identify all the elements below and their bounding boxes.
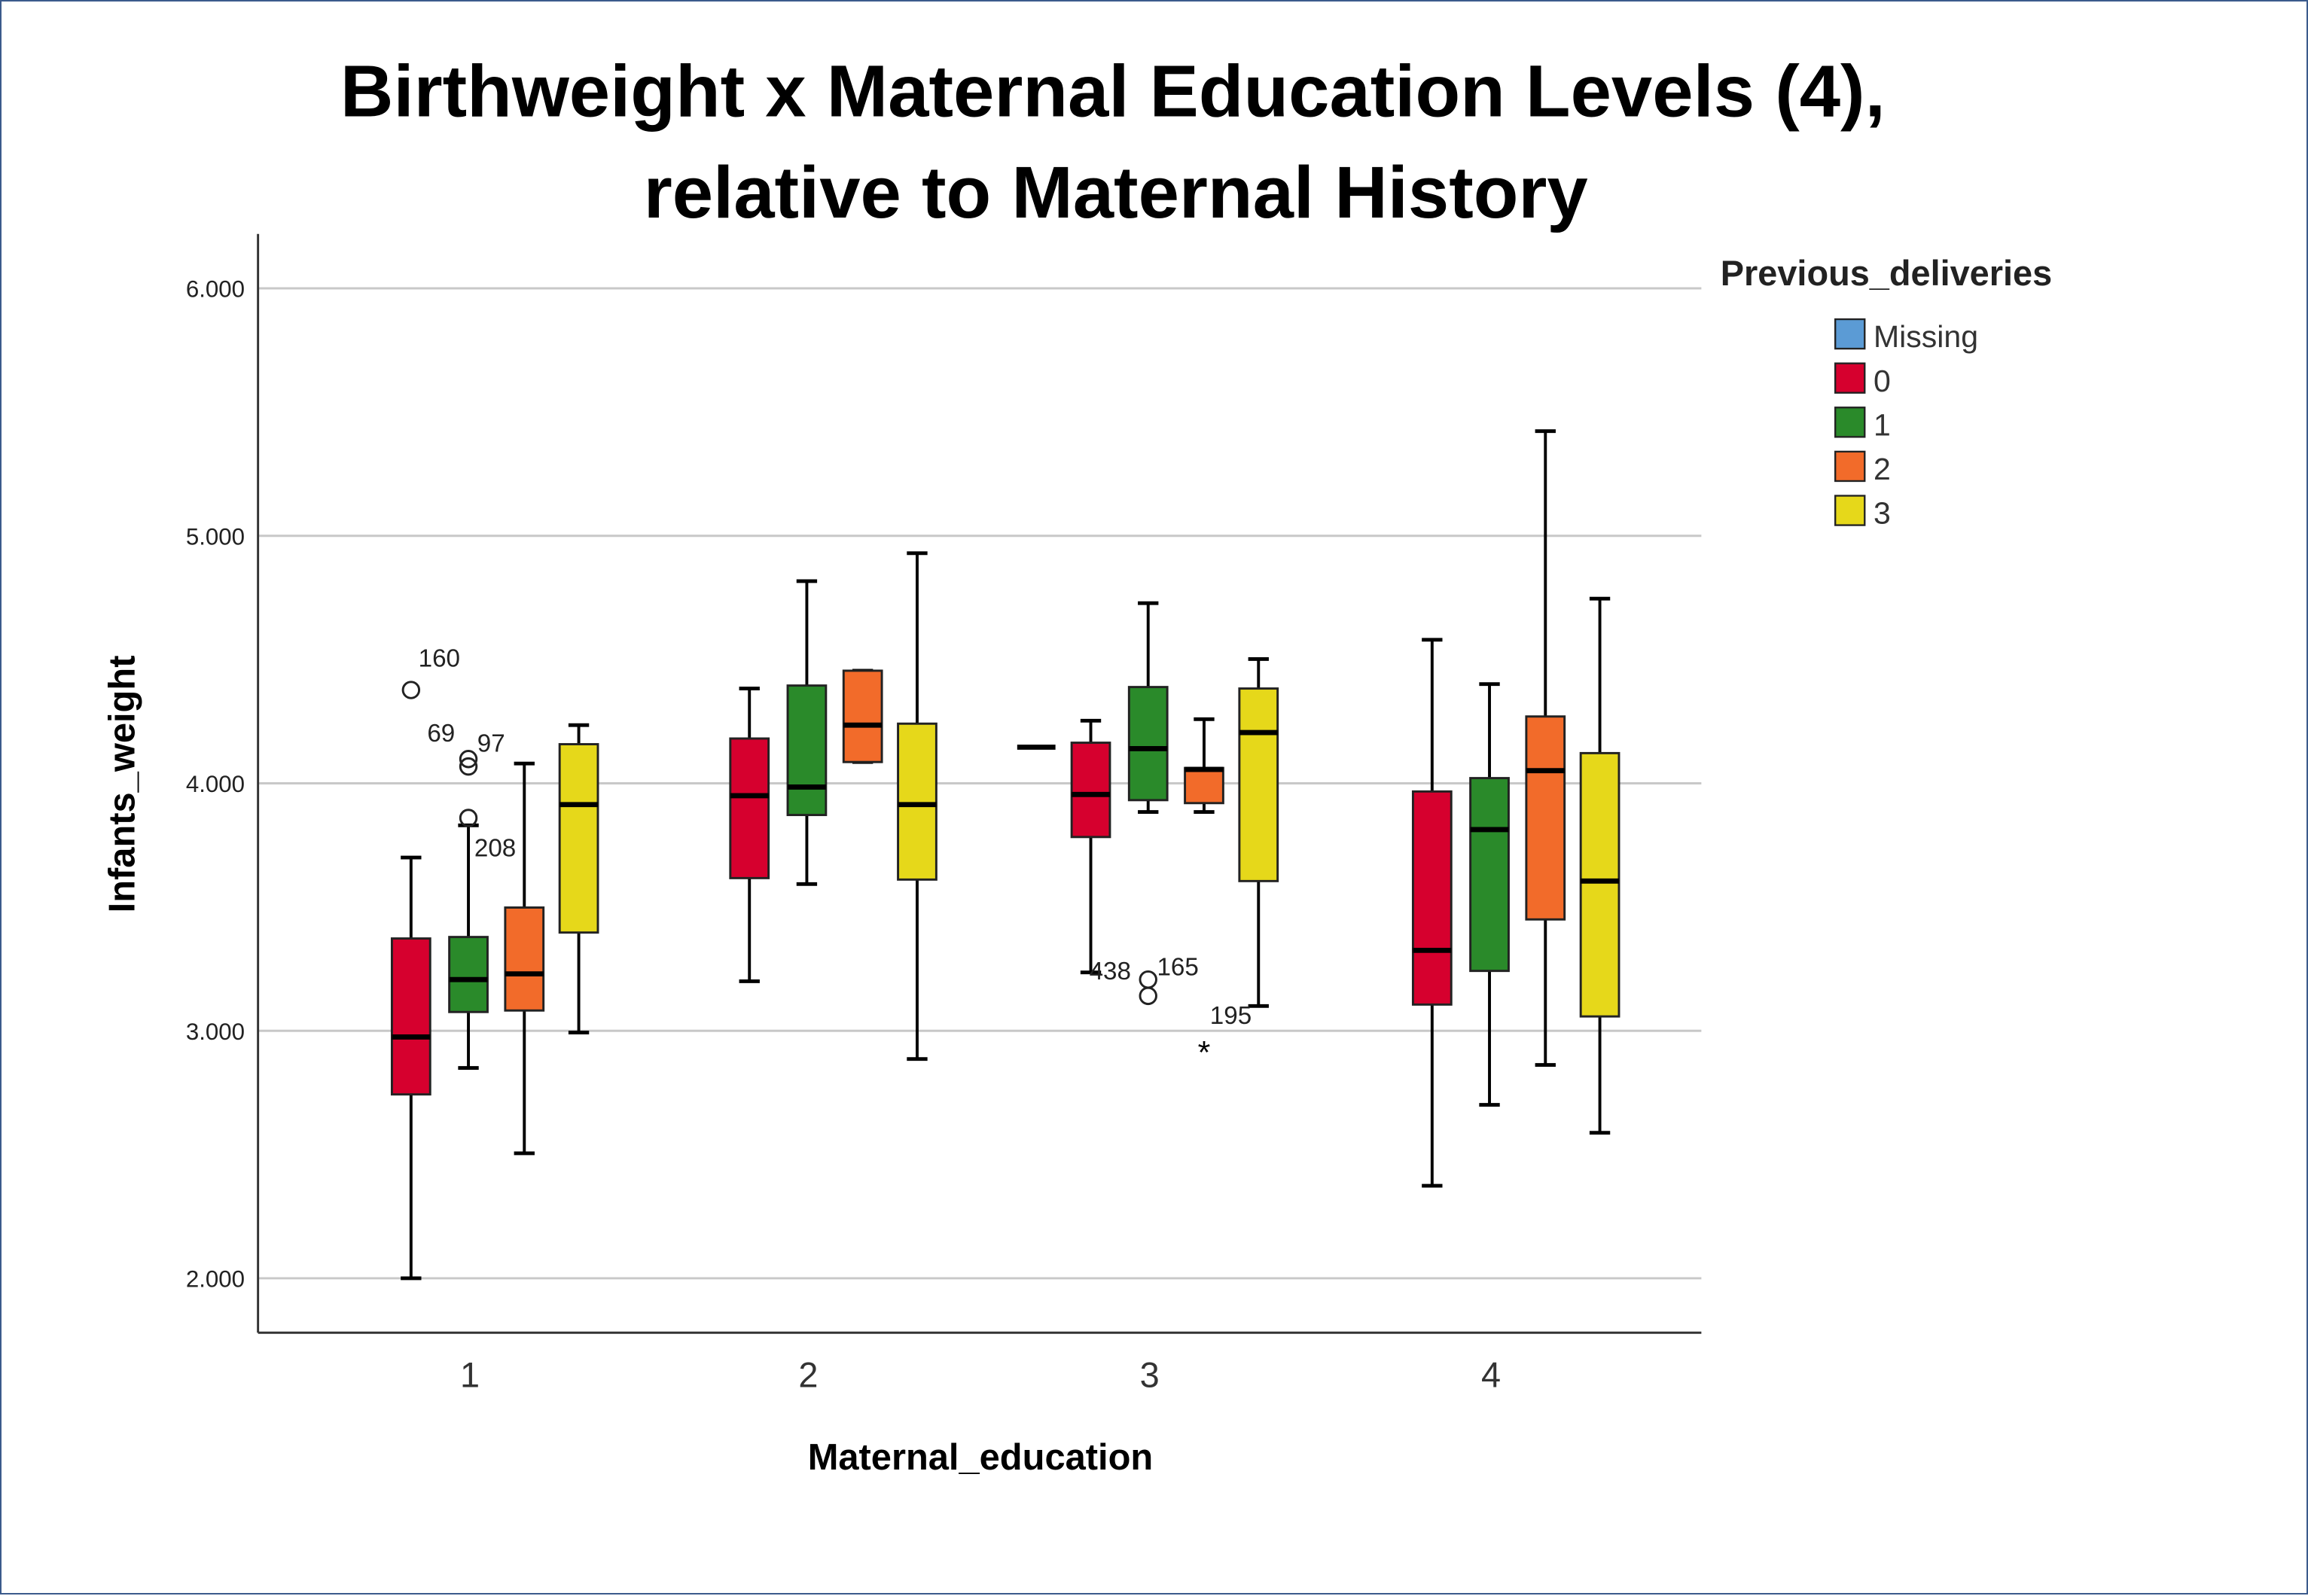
x-tick-label: 1 [460, 1356, 480, 1395]
box-iqr [1411, 790, 1453, 1006]
x-tick-labels: 1 2 3 4 [460, 1356, 1501, 1395]
box-iqr [1525, 715, 1566, 921]
box-iqr [897, 722, 938, 881]
outlier-circle [1139, 986, 1157, 1006]
boxes [390, 429, 1620, 1281]
outlier-label: 160 [419, 644, 460, 672]
x-tick-label: 3 [1140, 1356, 1160, 1395]
x-tick-label: 2 [798, 1356, 818, 1395]
box-iqr [786, 684, 828, 817]
y-tick-label: 2.000 [186, 1266, 245, 1293]
box-iqr [1184, 766, 1224, 805]
y-tick-label: 5.000 [186, 523, 245, 550]
y-tick-labels: 2.000 3.000 4.000 5.000 6.000 [186, 276, 245, 1293]
box-iqr [390, 937, 431, 1096]
y-tick-label: 4.000 [186, 771, 245, 797]
box-iqr [558, 743, 599, 934]
y-tick-label: 6.000 [186, 276, 245, 303]
x-tick-label: 4 [1481, 1356, 1501, 1395]
chart-title-line-2: relative to Maternal History [644, 151, 1588, 233]
legend-swatch-1 [1834, 407, 1866, 438]
outlier-circle [1139, 970, 1157, 989]
box-iqr [1469, 777, 1510, 973]
chart-title-line-1: Birthweight x Maternal Education Levels … [340, 50, 1886, 132]
legend-label: 1 [1874, 407, 1891, 442]
box-iqr [448, 936, 489, 1013]
outlier-circle [459, 757, 478, 776]
outlier-star: * [1198, 1035, 1211, 1071]
box-iqr [729, 737, 770, 879]
legend-swatch-3 [1834, 495, 1866, 526]
box-iqr [504, 906, 545, 1012]
outlier-label: 208 [474, 834, 516, 862]
box-iqr [1238, 687, 1279, 882]
gridlines [258, 287, 1702, 1280]
x-axis-label: Maternal_education [808, 1437, 1154, 1478]
box-iqr [1579, 751, 1620, 1018]
legend-swatch-2 [1834, 450, 1866, 483]
outlier-label: 165 [1157, 954, 1198, 982]
outlier-label: 97 [477, 730, 505, 758]
legend-label: Missing [1874, 319, 1978, 354]
box-iqr [1070, 742, 1111, 839]
outlier-label: 195 [1210, 1002, 1252, 1030]
legend-swatch-missing [1834, 318, 1866, 350]
legend-title: Previous_deliveries [1721, 254, 2052, 293]
legend-label: 2 [1874, 452, 1891, 486]
outlier-circle [459, 809, 478, 827]
outlier-label: 438 [1090, 958, 1131, 985]
box-iqr [1127, 686, 1169, 802]
outlier-label: 69 [427, 720, 455, 748]
legend: Previous_deliveries Missing 0 1 2 3 [1721, 254, 2052, 531]
legend-swatch-0 [1834, 362, 1866, 394]
legend-label: 0 [1874, 364, 1891, 398]
y-tick-label: 3.000 [186, 1019, 245, 1045]
outlier-circle [459, 750, 478, 769]
y-axis-label: Infants_weight [102, 656, 143, 913]
legend-label: 3 [1874, 496, 1891, 531]
outliers: 160 69 97 208 438 165 * 195 [401, 644, 1252, 1071]
box-iqr [842, 669, 883, 763]
outlier-circle [401, 681, 421, 699]
